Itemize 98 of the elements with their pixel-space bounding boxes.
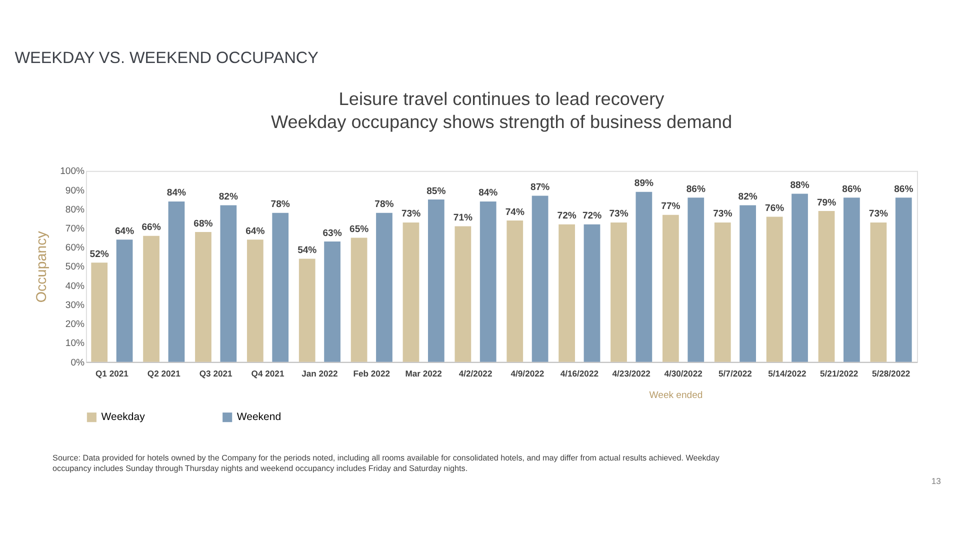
bar [506, 220, 524, 362]
x-tick-label: 4/9/2022 [510, 368, 544, 379]
y-tick-label: 70% [65, 224, 86, 235]
bar [246, 240, 264, 362]
bar [272, 212, 289, 362]
legend-label: Weekday [101, 411, 146, 424]
bar [688, 198, 704, 362]
data-label: 82% [218, 192, 238, 203]
bar [298, 258, 316, 362]
data-label: 71% [453, 212, 473, 224]
data-label: 86% [894, 184, 914, 195]
data-label: 63% [322, 228, 342, 239]
bar [636, 192, 652, 362]
x-tick-label: 5/14/2022 [768, 368, 806, 379]
data-label: 73% [868, 208, 889, 220]
data-label: 72% [582, 210, 602, 222]
y-tick-label: 40% [65, 280, 86, 292]
data-label: 78% [270, 199, 290, 210]
data-label: 89% [634, 178, 654, 190]
bar [195, 232, 212, 362]
data-label: 73% [609, 208, 629, 220]
bar [870, 222, 887, 362]
bar [662, 214, 679, 362]
bar [818, 210, 835, 362]
bar [116, 240, 133, 362]
bar [168, 201, 185, 362]
data-label: 52% [90, 248, 110, 260]
data-label: 68% [194, 218, 214, 230]
y-tick-label: 10% [65, 338, 86, 350]
bar [584, 224, 600, 362]
y-tick-label: 80% [65, 204, 86, 216]
data-label: 73% [401, 208, 422, 220]
bar [91, 262, 108, 362]
y-tick-label: 50% [65, 262, 86, 273]
bar [350, 238, 368, 362]
data-label: 86% [842, 184, 862, 195]
bar [844, 198, 860, 362]
data-label: 76% [765, 202, 785, 214]
text: Week ended [649, 390, 703, 402]
bar [610, 222, 627, 362]
bar [143, 236, 160, 362]
bar [402, 222, 420, 362]
data-label: 54% [298, 245, 318, 256]
data-label: 84% [478, 188, 498, 199]
x-tick-label: 4/16/2022 [560, 368, 599, 379]
bar [895, 198, 912, 362]
data-label: 85% [426, 186, 446, 197]
y-tick-label: 90% [65, 185, 86, 196]
legend-label: Weekend [236, 411, 282, 424]
bar [558, 224, 575, 362]
x-tick-label: Q4 2021 [251, 368, 284, 379]
y-tick-label: 30% [65, 300, 86, 311]
data-label: 64% [114, 226, 135, 237]
x-tick-label: Jan 2022 [302, 368, 338, 379]
y-tick-label: 60% [65, 242, 86, 254]
bar [766, 216, 783, 362]
y-tick-label: 0% [70, 357, 86, 368]
bar [324, 242, 340, 362]
chart-subtitle: Leisure travel continues to lead recovery Weekday occupancy shows strength of business demand [270, 88, 732, 132]
x-tick-label: Mar 2022 [405, 368, 442, 379]
data-label: 72% [557, 210, 577, 222]
data-label: 66% [142, 222, 162, 234]
bar [792, 194, 808, 362]
data-label: 79% [816, 197, 837, 208]
data-label: 78% [374, 199, 394, 210]
data-label: 74% [505, 206, 525, 218]
data-label: 88% [790, 180, 810, 192]
bar [220, 205, 237, 362]
x-tick-label: 5/21/2022 [820, 368, 858, 379]
x-tick-label: 5/28/2022 [872, 368, 910, 379]
data-label: 84% [166, 188, 187, 199]
data-label: 87% [530, 182, 550, 193]
x-tick-label: 5/7/2022 [718, 368, 752, 379]
bar [740, 205, 756, 362]
bar [376, 212, 392, 362]
x-tick-label: Q2 2021 [147, 368, 181, 379]
text: 13 [931, 476, 942, 486]
bar [532, 196, 548, 362]
data-label: 82% [738, 192, 758, 203]
y-tick-label: 20% [65, 319, 86, 330]
x-tick-label: Q3 2021 [199, 368, 232, 379]
bar [714, 222, 731, 362]
data-label: 64% [246, 226, 266, 237]
data-label: 65% [349, 224, 370, 236]
data-label: 86% [686, 184, 706, 195]
x-tick-label: Feb 2022 [353, 368, 390, 379]
y-tick-label: 100% [60, 166, 86, 178]
bar [454, 226, 472, 362]
chart-title: WEEKDAY VS. WEEKEND OCCUPANCY [14, 48, 319, 67]
bar [480, 201, 496, 362]
x-tick-label: 4/23/2022 [612, 368, 651, 379]
data-label: 77% [661, 201, 681, 212]
x-tick-label: Q1 2021 [95, 368, 129, 379]
x-tick-label: 4/2/2022 [458, 368, 492, 379]
y-axis-title: Occupancy [34, 230, 50, 303]
data-label: 73% [713, 208, 733, 220]
x-tick-label: 4/30/2022 [664, 368, 703, 379]
bar [428, 200, 444, 362]
